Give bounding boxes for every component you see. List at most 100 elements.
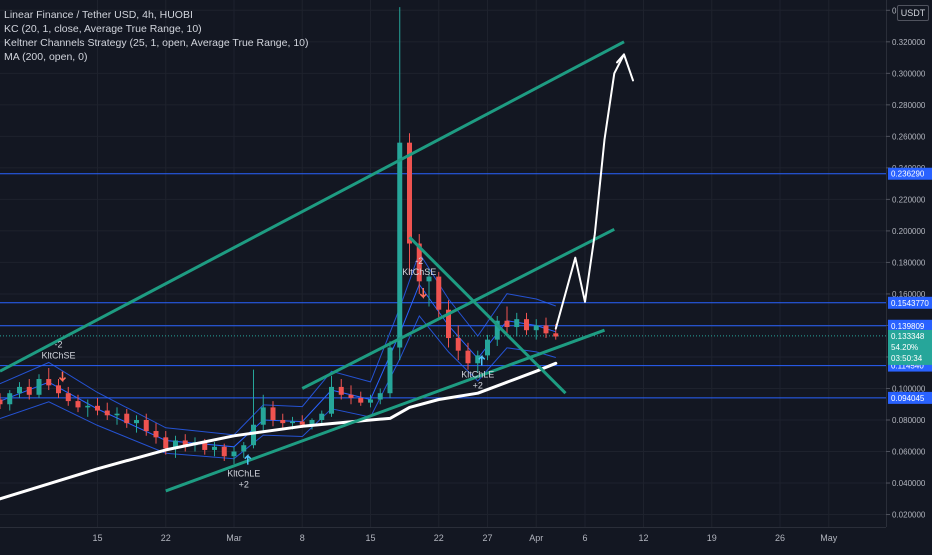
candle — [143, 413, 149, 436]
candle — [465, 342, 471, 370]
candle — [85, 399, 91, 417]
trend-line-middle-channel[interactable] — [301, 227, 615, 390]
candle — [397, 7, 403, 361]
candle — [182, 434, 188, 452]
signal-label: -2 — [415, 256, 423, 266]
price-axis[interactable]: 0.020000 0.040000 0.060000 0.080000 0.100000… — [886, 0, 932, 550]
candle — [436, 271, 442, 320]
candle-body — [436, 276, 442, 310]
time-tick-label: 15 — [365, 533, 375, 543]
candle-body — [212, 446, 217, 450]
candle-body — [504, 320, 510, 328]
candle — [338, 379, 344, 400]
currency-button[interactable]: USDT — [897, 5, 929, 21]
candle — [407, 133, 412, 276]
signal-arrow-up — [478, 354, 486, 366]
price-level-label: 0.236290 — [891, 170, 925, 179]
legend-title[interactable]: Linear Finance / Tether USD, 4h, HUOBI — [4, 9, 193, 21]
candle-body — [553, 333, 559, 337]
candle-body — [475, 355, 481, 364]
candle — [212, 442, 217, 457]
price-level-lines — [0, 173, 886, 399]
candle-body — [270, 407, 276, 420]
price-level-label-bg — [888, 296, 932, 309]
candle — [46, 368, 52, 391]
projection-path — [554, 53, 625, 330]
price-tick-label: 0.160000 — [892, 290, 926, 299]
trend-line-upper-channel[interactable] — [0, 40, 625, 373]
candle-body — [397, 142, 403, 348]
price-level-label-bg — [888, 319, 932, 332]
signal-long: KltChLE+2 — [227, 453, 260, 490]
candle-body — [124, 413, 130, 424]
candle-body — [182, 440, 188, 446]
current-price-change: 54.20% — [891, 343, 918, 352]
candle — [221, 443, 227, 461]
price-level-label: 0.114540 — [891, 362, 924, 371]
time-tick-label: 15 — [92, 533, 102, 543]
candle-body — [114, 413, 120, 416]
candle — [134, 415, 139, 433]
time-tick-label: 8 — [300, 533, 305, 543]
candle — [153, 423, 159, 444]
signal-long: KltChLE+2 — [461, 354, 494, 390]
candle — [319, 410, 325, 425]
legend-ma[interactable]: MA (200, open, 0) — [4, 51, 88, 63]
time-tick-label: May — [820, 533, 838, 543]
candle — [514, 312, 520, 337]
price-tick-label: 0.060000 — [892, 448, 926, 457]
candle-body — [338, 386, 344, 395]
time-tick-label: 19 — [707, 533, 717, 543]
time-tick-label: 12 — [638, 533, 648, 543]
candle — [270, 401, 276, 427]
candle — [475, 350, 481, 373]
candle — [231, 446, 237, 465]
candle — [387, 341, 393, 398]
candle — [104, 402, 110, 420]
time-tick-label: 6 — [582, 533, 587, 543]
price-tick-label: 0.080000 — [892, 416, 926, 425]
candle-body — [153, 431, 159, 438]
trend-lines[interactable] — [0, 40, 634, 493]
candle-body — [56, 385, 61, 394]
candle-body — [299, 421, 305, 425]
candle-body — [533, 325, 539, 331]
candle-body — [95, 405, 100, 411]
keltner-lower-band — [0, 314, 556, 460]
price-level-label-bg — [888, 167, 932, 180]
projection-arrow-head — [616, 53, 634, 82]
candle — [446, 300, 451, 348]
candle — [26, 379, 32, 400]
signal-arrow-up — [244, 453, 252, 465]
candle-body — [368, 399, 373, 403]
legend-strategy[interactable]: Keltner Channels Strategy (25, 1, open, … — [4, 37, 309, 49]
candle — [280, 413, 286, 428]
candle — [377, 388, 383, 405]
candle-body — [65, 393, 71, 402]
candle-body — [221, 446, 227, 457]
candle-body — [524, 319, 529, 331]
signal-label: KltChLE — [227, 469, 260, 479]
candle — [260, 394, 266, 433]
candle — [494, 316, 500, 346]
candle — [241, 442, 247, 458]
candle — [485, 334, 490, 361]
candle — [426, 268, 432, 307]
price-tick-label: 0.300000 — [892, 69, 926, 78]
time-axis[interactable]: 15 22 Mar 8 15 22 27 Apr 6 12 19 26 May — [0, 527, 886, 544]
legend-kc[interactable]: KC (20, 1, close, Average True Range, 10… — [4, 23, 202, 35]
signal-arrow-down — [419, 288, 427, 299]
candle-body — [104, 410, 110, 416]
candle — [368, 394, 373, 408]
candle — [17, 382, 22, 398]
trend-line-descending-line[interactable] — [408, 236, 567, 395]
candle-body — [241, 445, 247, 452]
candle — [124, 408, 130, 428]
candle-body — [426, 276, 432, 282]
keltner-upper-band — [0, 251, 556, 436]
candle-body — [358, 397, 364, 403]
